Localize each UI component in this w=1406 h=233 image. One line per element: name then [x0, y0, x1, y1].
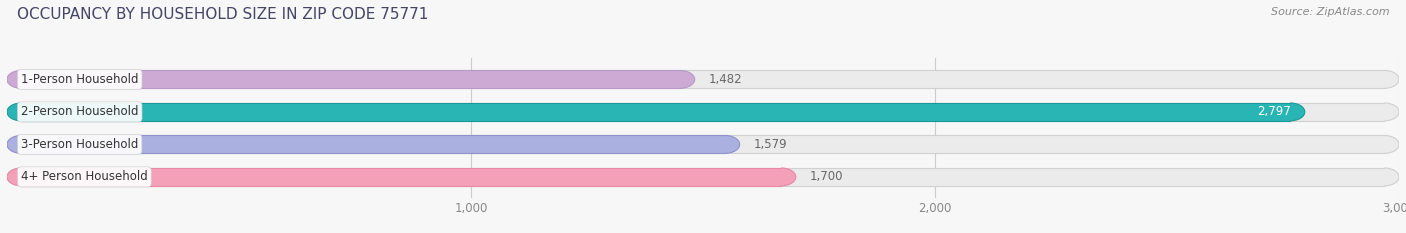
Text: 4+ Person Household: 4+ Person Household	[21, 170, 148, 183]
Text: 1,482: 1,482	[709, 73, 742, 86]
Bar	[21, 70, 1385, 88]
Ellipse shape	[665, 70, 695, 88]
Ellipse shape	[7, 70, 37, 88]
Bar	[21, 168, 1385, 186]
Ellipse shape	[1275, 103, 1305, 121]
Bar	[21, 103, 1291, 121]
Bar	[21, 135, 1385, 153]
Ellipse shape	[7, 168, 37, 186]
Ellipse shape	[766, 168, 796, 186]
Ellipse shape	[7, 70, 37, 88]
Text: 1,579: 1,579	[754, 138, 787, 151]
Ellipse shape	[1369, 168, 1399, 186]
Text: 3-Person Household: 3-Person Household	[21, 138, 138, 151]
Bar	[21, 135, 725, 153]
Ellipse shape	[710, 135, 740, 153]
Ellipse shape	[1369, 103, 1399, 121]
Ellipse shape	[7, 168, 37, 186]
Ellipse shape	[7, 103, 37, 121]
Ellipse shape	[1369, 70, 1399, 88]
Text: Source: ZipAtlas.com: Source: ZipAtlas.com	[1271, 7, 1389, 17]
Text: 2,797: 2,797	[1257, 105, 1291, 118]
Bar	[21, 103, 1385, 121]
Ellipse shape	[7, 135, 37, 153]
Text: 1-Person Household: 1-Person Household	[21, 73, 138, 86]
Ellipse shape	[1369, 135, 1399, 153]
Bar	[21, 168, 782, 186]
Text: OCCUPANCY BY HOUSEHOLD SIZE IN ZIP CODE 75771: OCCUPANCY BY HOUSEHOLD SIZE IN ZIP CODE …	[17, 7, 429, 22]
Ellipse shape	[7, 103, 37, 121]
Bar	[21, 70, 681, 88]
Ellipse shape	[7, 135, 37, 153]
Text: 2-Person Household: 2-Person Household	[21, 105, 138, 118]
Text: 1,700: 1,700	[810, 170, 844, 183]
